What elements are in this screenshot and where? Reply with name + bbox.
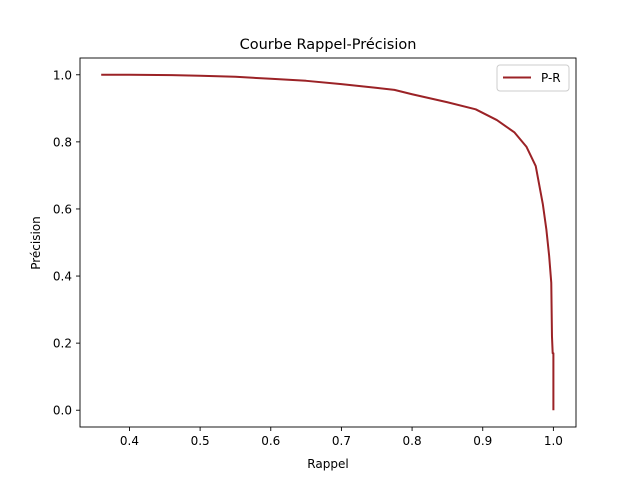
x-tick-label: 0.9 — [473, 434, 492, 448]
x-tick-label: 0.7 — [332, 434, 351, 448]
x-tick-label: 0.6 — [261, 434, 280, 448]
y-tick-label: 0.0 — [53, 404, 72, 418]
legend: P-R — [496, 64, 570, 92]
x-axis-label: Rappel — [307, 457, 348, 471]
chart-title: Courbe Rappel-Précision — [240, 37, 417, 53]
series-layer — [101, 73, 555, 411]
plot-area-frame — [79, 57, 577, 428]
legend-box — [496, 64, 570, 92]
y-axis-label: Précision — [29, 216, 43, 270]
y-tick-label: 0.2 — [53, 337, 72, 351]
y-tick-label: 0.4 — [53, 270, 72, 284]
y-tick-label: 0.6 — [53, 202, 72, 216]
y-tick-label: 1.0 — [53, 68, 72, 82]
x-tick-label: 0.5 — [191, 434, 210, 448]
x-tick-label: 0.8 — [403, 434, 422, 448]
x-axis-ticks: 0.4 0.5 0.6 0.7 0.8 0.9 1.0 — [120, 427, 563, 448]
y-axis-ticks: 0.0 0.2 0.4 0.6 0.8 1.0 — [53, 68, 80, 418]
x-tick-label: 0.4 — [120, 434, 139, 448]
series-line-pr — [101, 73, 555, 411]
legend-entry-label: P-R — [541, 71, 561, 85]
x-tick-label: 1.0 — [544, 434, 563, 448]
y-tick-label: 0.8 — [53, 135, 72, 149]
